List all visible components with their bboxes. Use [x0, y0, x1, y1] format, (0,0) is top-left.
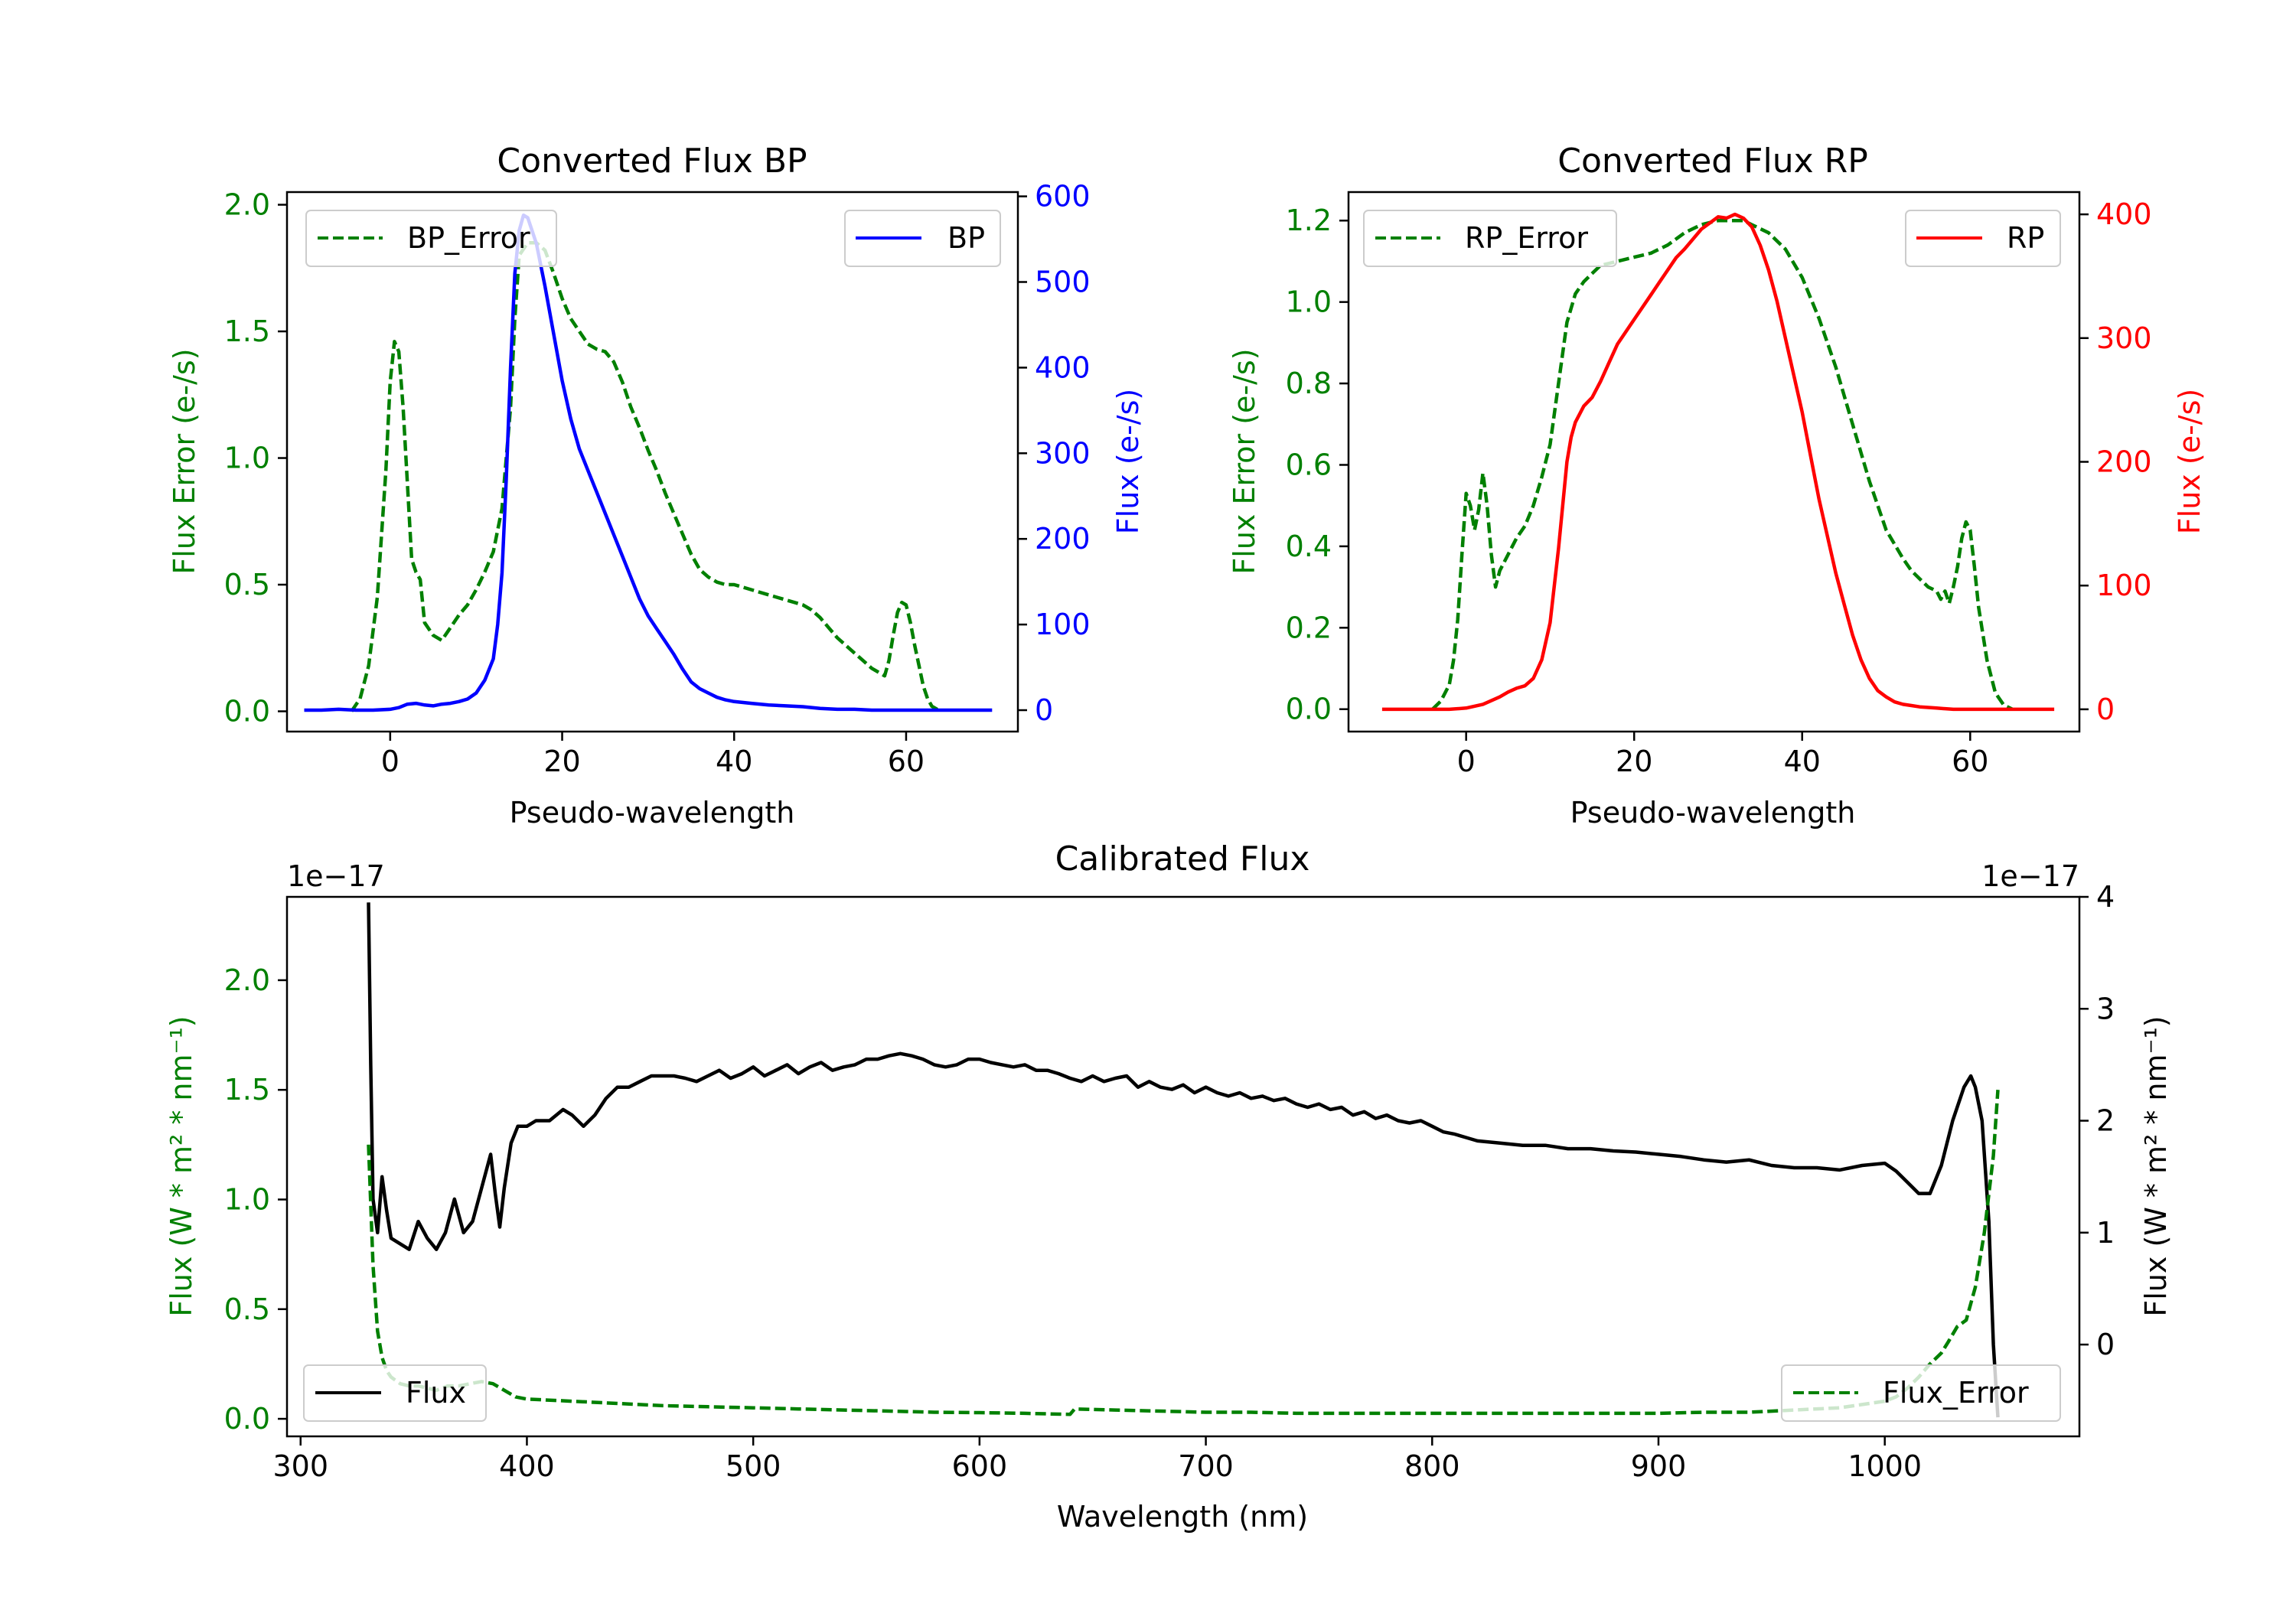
rp-series-rp-line — [1381, 212, 2055, 712]
bp-ytick-right-label: 500 — [1035, 266, 1091, 299]
rp-ytick-left-label: 1.2 — [1286, 204, 1332, 237]
bp-legend-error-label: BP_Error — [407, 221, 530, 255]
bp-ytick-left-label: 1.0 — [224, 442, 270, 475]
rp-xtick-label: 0 — [1457, 745, 1476, 778]
bp-panel: Converted Flux BP 0 20 40 60 0.0 0.5 1.0 1.5 2.… — [168, 142, 1145, 830]
bp-xtick-label: 40 — [716, 745, 752, 778]
cal-ytick-right-label: 4 — [2096, 880, 2115, 914]
rp-title: Converted Flux RP — [1557, 142, 1868, 181]
rp-xticks: 0 20 40 60 — [1457, 732, 1988, 778]
rp-ytick-left-label: 0.6 — [1286, 448, 1332, 481]
rp-legend-flux-label: RP — [2007, 221, 2044, 255]
rp-xlabel: Pseudo-wavelength — [1570, 796, 1856, 830]
calibrated-panel: Calibrated Flux 1e−17 1e−17 300 400 500 600… — [165, 839, 2173, 1534]
cal-ytick-right-label: 2 — [2096, 1104, 2115, 1138]
rp-ylabel-right: Flux (e-/s) — [2173, 389, 2206, 534]
cal-ytick-right-label: 0 — [2096, 1328, 2115, 1361]
cal-ytick-left-label: 2.0 — [224, 963, 270, 997]
rp-ytick-left-label: 0.8 — [1286, 367, 1332, 400]
cal-legend-flux-label: Flux — [406, 1376, 466, 1410]
cal-yticks-left: 0.0 0.5 1.0 1.5 2.0 — [224, 963, 287, 1436]
bp-xlabel: Pseudo-wavelength — [510, 796, 795, 830]
cal-ytick-right-label: 3 — [2096, 992, 2115, 1025]
bp-ylabel-right: Flux (e-/s) — [1111, 389, 1145, 534]
rp-yticks-right: 0 100 200 300 400 — [2079, 197, 2152, 726]
rp-ytick-right-label: 300 — [2096, 321, 2152, 355]
bp-legend-error: BP_Error — [305, 210, 557, 267]
bp-ytick-left-label: 2.0 — [224, 188, 270, 222]
cal-xtick-label: 800 — [1404, 1449, 1460, 1483]
rp-plot-area — [1381, 212, 2055, 712]
bp-ytick-right-label: 300 — [1035, 436, 1091, 470]
cal-ytick-left-label: 1.0 — [224, 1182, 270, 1216]
bp-ytick-right-label: 200 — [1035, 522, 1091, 556]
cal-offset-left: 1e−17 — [287, 859, 385, 893]
rp-ytick-left-label: 0.2 — [1286, 611, 1332, 644]
bp-title: Converted Flux BP — [497, 142, 807, 181]
bp-series-bp-line — [304, 213, 993, 712]
rp-legend-error: RP_Error — [1363, 210, 1617, 267]
bp-ytick-right-label: 600 — [1035, 180, 1091, 214]
cal-axes-frame — [285, 895, 2081, 1438]
bp-ytick-left-label: 0.5 — [224, 568, 270, 601]
cal-xtick-label: 700 — [1178, 1449, 1234, 1483]
bp-xtick-label: 0 — [381, 745, 400, 778]
bp-ytick-right-label: 400 — [1035, 350, 1091, 384]
bp-axes-frame — [285, 191, 1019, 733]
cal-ytick-right-label: 1 — [2096, 1216, 2115, 1250]
rp-ytick-right-label: 400 — [2096, 197, 2152, 231]
rp-legend-error-label: RP_Error — [1465, 221, 1588, 255]
rp-ytick-left-label: 0.0 — [1286, 693, 1332, 726]
cal-xtick-label: 400 — [499, 1449, 555, 1483]
cal-yticks-right: 0 1 2 3 4 — [2079, 880, 2115, 1361]
rp-ytick-right-label: 100 — [2096, 569, 2152, 602]
rp-ytick-left-label: 1.0 — [1286, 285, 1332, 319]
cal-xtick-label: 1000 — [1848, 1449, 1922, 1483]
cal-ylabel-left: Flux (W * m² * nm⁻¹) — [165, 1015, 198, 1316]
rp-xtick-label: 20 — [1616, 745, 1652, 778]
cal-ylabel-right: Flux (W * m² * nm⁻¹) — [2139, 1015, 2173, 1316]
bp-ytick-left-label: 0.0 — [224, 695, 270, 729]
bp-legend-flux: BP — [844, 210, 1001, 267]
rp-yticks-left: 0.0 0.2 0.4 0.6 0.8 1.0 1.2 — [1286, 204, 1349, 726]
rp-series-rp-error-line — [1431, 218, 2014, 711]
cal-legend-flux: Flux — [303, 1364, 487, 1422]
rp-ytick-right-label: 0 — [2096, 693, 2115, 726]
rp-ytick-left-label: 0.4 — [1286, 530, 1332, 563]
rp-panel: Converted Flux RP 0 20 40 60 0.00.20.40.60.… — [1228, 142, 2206, 830]
rp-legend-flux: RP — [1905, 210, 2061, 267]
bp-xtick-label: 60 — [888, 745, 925, 778]
bp-plot-area — [304, 213, 993, 713]
cal-legend-error-label: Flux_Error — [1883, 1376, 2029, 1410]
cal-ytick-left-label: 1.5 — [224, 1073, 270, 1107]
cal-offset-right: 1e−17 — [1981, 859, 2079, 893]
bp-ylabel-left: Flux Error (e-/s) — [168, 348, 201, 574]
cal-series-flux-line — [367, 902, 2000, 1418]
bp-yticks-left: 0.0 0.5 1.0 1.5 2.0 — [224, 188, 287, 729]
cal-ytick-left-label: 0.0 — [224, 1402, 270, 1436]
bp-xticks: 0 20 40 60 — [381, 732, 925, 778]
bp-legend-flux-label: BP — [947, 221, 985, 255]
bp-ytick-right-label: 0 — [1035, 693, 1053, 727]
cal-xtick-label: 600 — [952, 1449, 1008, 1483]
cal-xticks: 300 400 500 600 700 800 900 1000 — [272, 1436, 1922, 1483]
cal-xtick-label: 900 — [1631, 1449, 1687, 1483]
cal-legend-error: Flux_Error — [1781, 1364, 2061, 1422]
bp-series-bp-error-line — [350, 240, 942, 713]
bp-ytick-left-label: 1.5 — [224, 315, 270, 348]
cal-title: Calibrated Flux — [1055, 839, 1310, 878]
bp-xtick-label: 20 — [543, 745, 580, 778]
cal-xtick-label: 500 — [726, 1449, 781, 1483]
bp-ytick-right-label: 100 — [1035, 608, 1091, 641]
rp-xtick-label: 60 — [1952, 745, 1988, 778]
rp-ytick-right-label: 200 — [2096, 445, 2152, 479]
cal-xlabel: Wavelength (nm) — [1057, 1500, 1308, 1534]
rp-ylabel-left: Flux Error (e-/s) — [1228, 348, 1261, 574]
cal-xtick-label: 300 — [272, 1449, 328, 1483]
rp-xtick-label: 40 — [1784, 745, 1821, 778]
cal-ytick-left-label: 0.5 — [224, 1292, 270, 1326]
bp-yticks-right: 0 100 200 300 400 500 600 — [1018, 180, 1091, 727]
